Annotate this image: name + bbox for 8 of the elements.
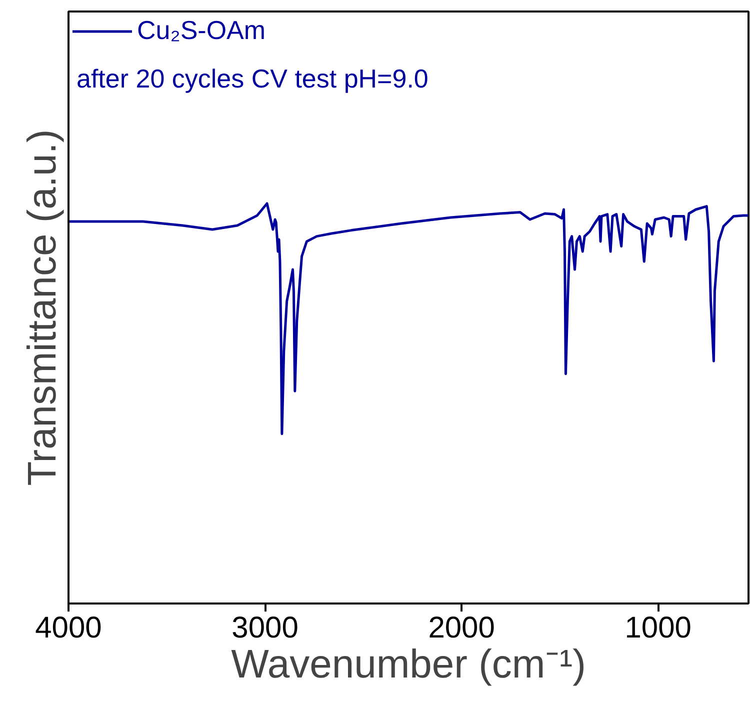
x-tick-label: 2000 [428, 612, 495, 644]
x-axis-title: Wavenumber (cm⁻¹) [231, 642, 586, 686]
x-tick-label: 4000 [35, 612, 102, 644]
x-tick-label: 3000 [232, 612, 298, 644]
text: after 20 cycles CV test pH=9.0 [76, 64, 428, 94]
y-axis-title: Transmittance (a.u.) [20, 129, 64, 486]
legend-label: Cu₂S-OAm [137, 15, 266, 46]
x-tick-label: 1000 [624, 612, 692, 644]
